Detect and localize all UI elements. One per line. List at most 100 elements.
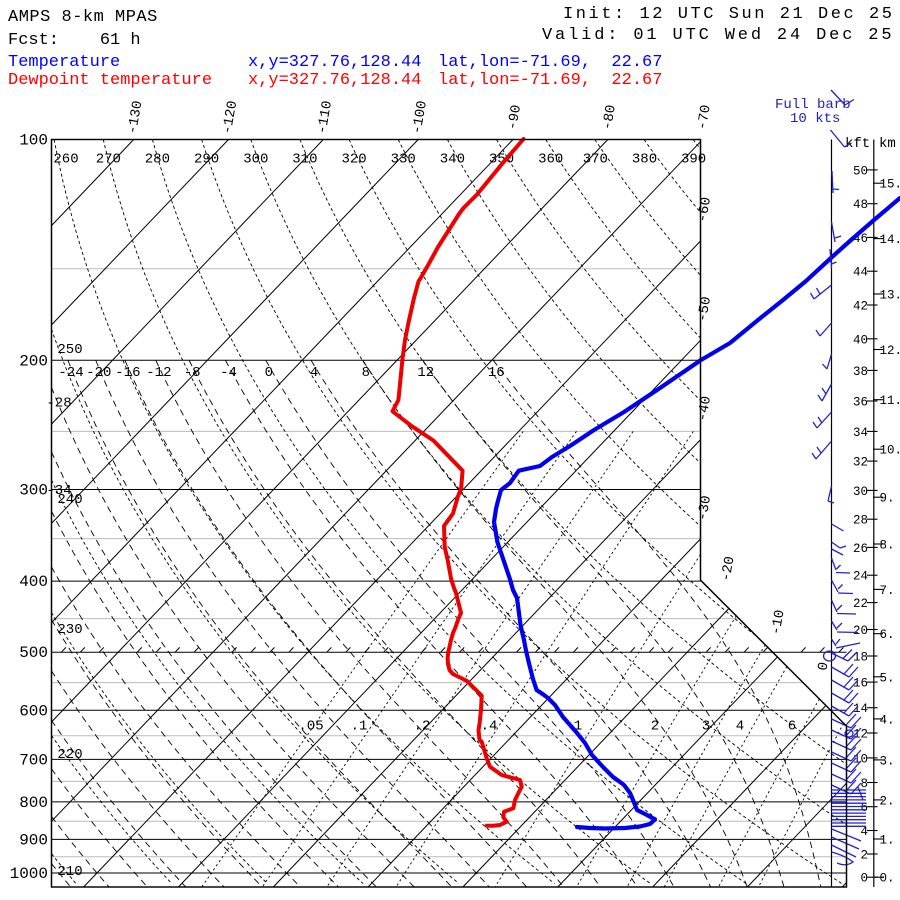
svg-text:300: 300 (19, 482, 48, 500)
svg-text:lat,lon=-71.69, 22.67: lat,lon=-71.69, 22.67 (438, 53, 662, 72)
svg-text:-130: -130 (125, 100, 147, 136)
svg-text:-90: -90 (505, 104, 525, 132)
svg-text:Temperature: Temperature (8, 53, 120, 72)
svg-text:42: 42 (853, 300, 868, 314)
svg-text:0: 0 (815, 661, 832, 672)
svg-text:10: 10 (853, 752, 868, 766)
svg-text:Full barb: Full barb (775, 97, 851, 113)
svg-text:24: 24 (853, 570, 868, 584)
svg-text:310: 310 (292, 152, 317, 168)
svg-text:-80: -80 (600, 104, 620, 132)
svg-text:28: 28 (853, 514, 868, 528)
svg-text:14: 14 (853, 702, 868, 716)
svg-text:600: 600 (19, 702, 48, 720)
svg-text:4.: 4. (880, 713, 895, 727)
svg-text:-20: -20 (86, 365, 111, 381)
svg-text:4: 4 (310, 365, 318, 381)
svg-text:1: 1 (574, 719, 582, 735)
svg-text:6: 6 (788, 719, 796, 735)
svg-text:Dewpoint temperature: Dewpoint temperature (8, 71, 212, 90)
svg-text:36: 36 (853, 396, 868, 410)
svg-text:500: 500 (19, 644, 48, 662)
svg-text:12: 12 (417, 365, 434, 381)
svg-text:kft: kft (845, 136, 870, 152)
svg-text:340: 340 (440, 152, 465, 168)
svg-text:270: 270 (96, 152, 121, 168)
svg-text:10 kts: 10 kts (790, 111, 840, 127)
svg-text:16: 16 (853, 677, 868, 691)
svg-text:-120: -120 (220, 100, 242, 136)
svg-text:210: 210 (57, 864, 82, 880)
svg-text:48: 48 (853, 198, 868, 212)
svg-text:0: 0 (265, 365, 273, 381)
svg-text:.2: .2 (414, 719, 431, 735)
svg-text:6: 6 (860, 801, 868, 815)
svg-text:250: 250 (57, 342, 82, 358)
svg-text:100: 100 (19, 132, 48, 150)
svg-text:6.: 6. (880, 628, 895, 642)
svg-text:370: 370 (583, 152, 608, 168)
svg-text:700: 700 (19, 751, 48, 769)
svg-text:4: 4 (736, 719, 744, 735)
svg-text:Init: 12 UTC Sun 21 Dec 25: Init: 12 UTC Sun 21 Dec 25 (563, 5, 895, 24)
svg-text:320: 320 (341, 152, 366, 168)
svg-text:290: 290 (194, 152, 219, 168)
svg-text:380: 380 (632, 152, 657, 168)
svg-text:Valid: 01 UTC Wed 24 Dec 25: Valid: 01 UTC Wed 24 Dec 25 (542, 26, 894, 45)
svg-text:230: 230 (57, 622, 82, 638)
svg-text:-110: -110 (315, 100, 337, 136)
svg-text:13.: 13. (880, 289, 900, 303)
svg-text:20: 20 (853, 624, 868, 638)
svg-text:km: km (879, 136, 896, 152)
svg-text:4: 4 (860, 825, 868, 839)
svg-text:280: 280 (145, 152, 170, 168)
svg-text:-20: -20 (718, 555, 738, 583)
svg-text:3.: 3. (880, 754, 895, 768)
svg-text:-8: -8 (184, 365, 201, 381)
svg-text:14.: 14. (880, 233, 900, 247)
svg-text:8.: 8. (880, 539, 895, 553)
svg-text:-24: -24 (58, 365, 83, 381)
svg-text:800: 800 (19, 794, 48, 812)
svg-text:0: 0 (860, 872, 868, 886)
svg-text:220: 220 (57, 747, 82, 763)
svg-text:1000: 1000 (10, 865, 48, 883)
svg-text:-100: -100 (409, 100, 431, 136)
svg-text:330: 330 (391, 152, 416, 168)
svg-text:Fcst: 61 h: Fcst: 61 h (8, 31, 141, 50)
svg-text:-16: -16 (115, 365, 140, 381)
svg-text:2: 2 (860, 849, 868, 863)
svg-text:12.: 12. (880, 344, 900, 358)
svg-text:2.: 2. (880, 794, 895, 808)
svg-text:26: 26 (853, 542, 868, 556)
svg-text:390: 390 (681, 152, 706, 168)
svg-text:x,y=327.76,128.44: x,y=327.76,128.44 (248, 71, 421, 90)
svg-text:40: 40 (853, 333, 868, 347)
svg-text:1.: 1. (880, 834, 895, 848)
svg-text:360: 360 (538, 152, 563, 168)
svg-text:22: 22 (853, 597, 868, 611)
svg-text:9.: 9. (880, 492, 895, 506)
svg-text:240: 240 (57, 492, 82, 508)
svg-text:0.: 0. (880, 872, 895, 886)
svg-text:44: 44 (853, 266, 868, 280)
svg-text:-12: -12 (146, 365, 171, 381)
svg-text:8: 8 (860, 777, 868, 791)
svg-text:x,y=327.76,128.44: x,y=327.76,128.44 (248, 53, 421, 72)
svg-text:38: 38 (853, 365, 868, 379)
svg-text:lat,lon=-71.69, 22.67: lat,lon=-71.69, 22.67 (438, 71, 662, 90)
svg-text:-4: -4 (220, 365, 237, 381)
svg-text:.1: .1 (351, 719, 368, 735)
svg-text:900: 900 (19, 831, 48, 849)
svg-text:2: 2 (651, 719, 659, 735)
svg-text:-10: -10 (768, 609, 788, 637)
svg-text:.4: .4 (481, 719, 498, 735)
svg-text:7.: 7. (880, 584, 895, 598)
svg-text:16: 16 (488, 365, 505, 381)
svg-text:AMPS 8-km MPAS: AMPS 8-km MPAS (8, 8, 158, 27)
svg-text:32: 32 (853, 456, 868, 470)
svg-text:-34: -34 (46, 483, 71, 499)
svg-text:200: 200 (19, 352, 48, 370)
svg-text:.05: .05 (298, 719, 323, 735)
svg-text:50: 50 (853, 164, 868, 178)
